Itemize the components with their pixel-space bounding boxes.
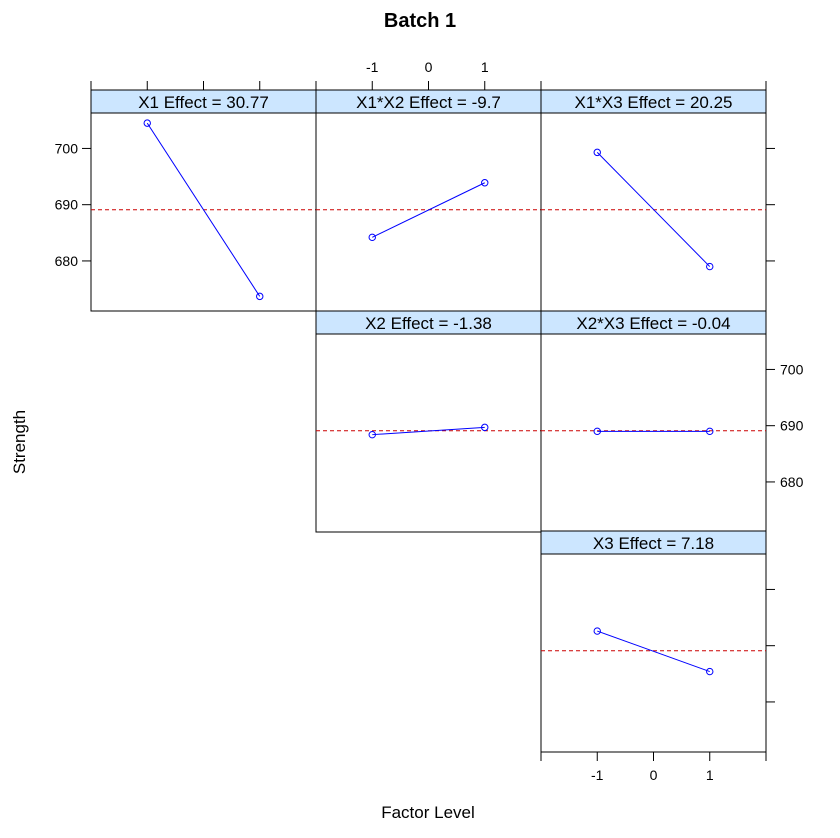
x-tick-label-top: 1 [481, 59, 489, 75]
panel-4: X2 Effect = -1.38 [315, 310, 542, 533]
panel-1: X1 Effect = 30.77 [90, 89, 317, 312]
panel-frame [315, 333, 542, 533]
panel-3: X1*X3 Effect = 20.25 [540, 89, 767, 312]
data-point [481, 179, 489, 187]
panel-2: X1*X2 Effect = -9.7 [315, 89, 542, 312]
strip-label: X1 Effect = 30.77 [138, 93, 269, 112]
effect-line [372, 426, 485, 436]
y-tick-label-right: 680 [780, 474, 804, 490]
strip-label: X2*X3 Effect = -0.04 [576, 314, 730, 333]
data-point [481, 423, 489, 432]
strip-label: X3 Effect = 7.18 [593, 534, 714, 553]
y-tick-label-left: 680 [55, 253, 79, 269]
panel-frame [540, 553, 767, 753]
data-point [256, 292, 264, 301]
panel-6: X3 Effect = 7.18 [540, 530, 767, 753]
data-point [368, 233, 376, 242]
strip-label: X1*X3 Effect = 20.25 [575, 93, 733, 112]
x-tick-label-top: 0 [425, 59, 433, 75]
data-point [143, 119, 151, 127]
y-tick-label-left: 700 [55, 140, 79, 156]
axes: -1 0 1 -1 0 1 680 690 700 680 690 700 [55, 59, 804, 783]
x-tick-label-top: -1 [366, 59, 379, 75]
strip-label: X2 Effect = -1.38 [365, 314, 492, 333]
y-axis-label: Strength [10, 410, 29, 474]
effect-line [597, 630, 710, 673]
y-tick-label-left: 690 [55, 197, 79, 213]
panel-5: X2*X3 Effect = -0.04 [540, 310, 767, 533]
y-tick-label-right: 690 [780, 418, 804, 434]
panel-frame [540, 112, 767, 312]
x-axis-label: Factor Level [381, 803, 475, 822]
data-point [706, 427, 714, 436]
panel-frame [315, 112, 542, 312]
data-point [593, 427, 601, 436]
x-tick-label-bottom: 0 [650, 767, 658, 783]
data-point [593, 627, 601, 635]
x-tick-label-bottom: 1 [706, 767, 714, 783]
data-point [706, 667, 714, 676]
panels: X1 Effect = 30.77 X1*X2 Effect = -9.7 X1*X… [90, 89, 767, 753]
y-tick-label-right: 700 [780, 361, 804, 377]
effect-line [372, 182, 485, 238]
effect-line [596, 152, 711, 267]
data-point [706, 262, 714, 271]
panel-frame [540, 333, 767, 533]
panel-frame [90, 112, 317, 312]
chart-title: Batch 1 [384, 10, 456, 32]
data-point [368, 430, 376, 439]
effect-line [146, 122, 261, 297]
x-tick-label-bottom: -1 [591, 767, 604, 783]
data-point [593, 148, 601, 157]
strip-label: X1*X2 Effect = -9.7 [356, 93, 501, 112]
